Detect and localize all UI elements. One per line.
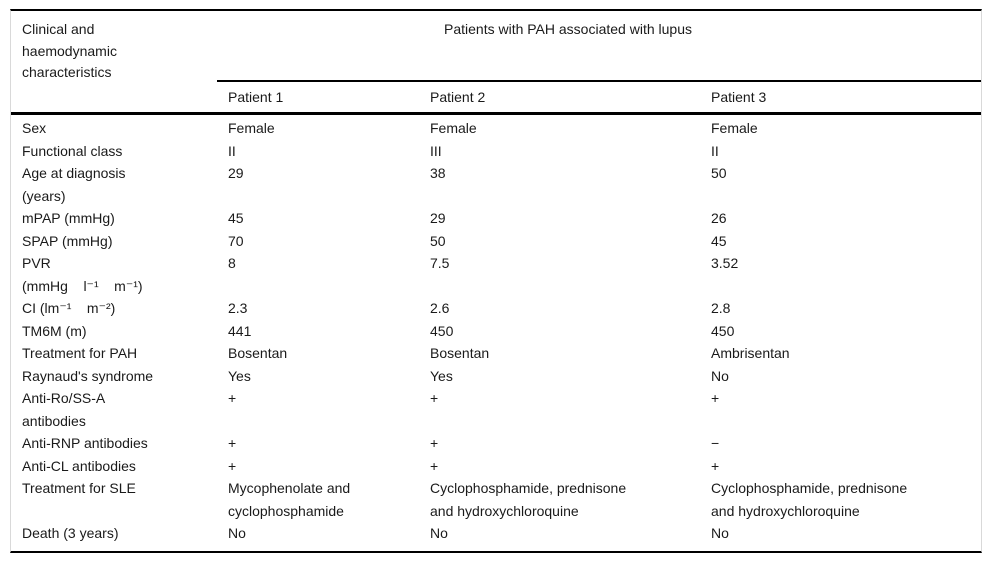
table-row-functional-class: Functional class II III II [11,140,981,163]
cell-value: Female [228,120,275,136]
cell-value: + [228,390,237,406]
cell-value: 50 [430,232,446,249]
cell-value: + [430,457,439,474]
cell-value: + [711,390,720,406]
row-label: mPAP (mmHg) [22,210,115,226]
cell-value: Mycophenolate and cyclophosphamide [228,480,351,519]
cell-value: Bosentan [430,345,490,361]
cell-value: II [711,142,719,159]
table-row-age-at-diagnosis: Age at diagnosis (years) 29 38 50 [11,162,981,207]
cell-value: Yes [228,367,251,384]
header-body-divider [11,112,981,115]
cell-value: 2.6 [430,300,450,316]
row-label: Treatment for SLE [22,480,136,496]
cell-value: No [430,525,448,541]
table-row-treatment-sle: Treatment for SLE Mycophenolate and cycl… [11,477,981,522]
cell-value: II [228,142,236,159]
cell-value: 2.8 [711,300,731,316]
table-row-raynauds: Raynaud's syndrome Yes Yes No [11,365,981,388]
column-header-patient-1: Patient 1 [228,89,284,105]
cell-value: 7.5 [430,255,450,271]
cell-value: 441 [228,322,252,339]
cell-value: + [430,390,439,406]
spanner-cell: Patients with PAH associated with lupus [217,11,981,82]
cell-value: 45 [228,210,244,226]
cell-value: + [711,457,720,474]
row-label: Functional class [22,142,123,159]
row-label: Sex [22,120,47,136]
cell-value: No [711,525,729,541]
cell-value: No [711,367,729,384]
table-row-tm6m: TM6M (m) 441 450 450 [11,320,981,343]
cell-value: + [430,435,439,451]
cell-value: Female [430,120,477,136]
cell-value: 29 [228,165,244,181]
table-row-anti-cl: Anti-CL antibodies + + + [11,455,981,478]
row-label: SPAP (mmHg) [22,232,113,249]
cell-value: 26 [711,210,727,226]
column-header-patient-3: Patient 3 [711,89,767,105]
cell-value: Ambrisentan [711,345,790,361]
table-row-anti-rnp: Anti-RNP antibodies + + − [11,432,981,455]
row-label: Age at diagnosis (years) [22,165,126,204]
column-header-patient-2: Patient 2 [430,89,486,105]
cell-value: 2.3 [228,300,248,316]
cell-value: 29 [430,210,446,226]
spanner-title: Patients with PAH associated with lupus [444,21,692,37]
cell-value: 450 [430,322,454,339]
row-label: PVR (mmHg l⁻¹ m⁻¹) [22,255,143,294]
row-label: CI (lm⁻¹ m⁻²) [22,300,116,316]
table-row-death: Death (3 years) No No No [11,522,981,545]
cell-value: No [228,525,246,541]
cell-value: Cyclophosphamide, prednisone and hydroxy… [711,480,908,519]
row-label: TM6M (m) [22,322,87,339]
patient-columns-header: Patients with PAH associated with lupus … [217,11,981,112]
cell-value: 50 [711,165,727,181]
row-label: Treatment for PAH [22,345,138,361]
cell-value: 38 [430,165,446,181]
cell-value: + [228,457,237,474]
cell-value: + [228,435,237,451]
table-row-spap: SPAP (mmHg) 70 50 45 [11,230,981,253]
cell-value: Bosentan [228,345,288,361]
corner-header: Clinical and haemodynamic characteristic… [22,21,117,80]
cell-value: 45 [711,232,727,249]
table-row-mpap: mPAP (mmHg) 45 29 26 [11,207,981,230]
row-label: Anti-CL antibodies [22,457,136,474]
table-row-sex: Sex Female Female Female [11,117,981,140]
row-label: Anti-RNP antibodies [22,435,148,451]
row-label: Death (3 years) [22,525,119,541]
table-row-anti-ro: Anti-Ro/SS-A antibodies + + + [11,387,981,432]
cell-value: Yes [430,367,453,384]
cell-value: 450 [711,322,735,339]
table-row-pvr: PVR (mmHg l⁻¹ m⁻¹) 8 7.5 3.52 [11,252,981,297]
table-body: Sex Female Female Female Functional clas… [11,115,981,551]
cell-value: Cyclophosphamide, prednisone and hydroxy… [430,480,627,519]
cell-value: 3.52 [711,255,739,271]
table-header: Clinical and haemodynamic characteristic… [11,11,981,112]
patient-header-row: Patient 1 Patient 2 Patient 3 [217,82,981,112]
row-label: Anti-Ro/SS-A antibodies [22,390,106,429]
table-row-treatment-pah: Treatment for PAH Bosentan Bosentan Ambr… [11,342,981,365]
cell-value: III [430,142,442,159]
clinical-characteristics-table: Clinical and haemodynamic characteristic… [10,9,982,553]
row-label: Raynaud's syndrome [22,367,154,384]
cell-value: − [711,435,720,451]
table-row-ci: CI (lm⁻¹ m⁻²) 2.3 2.6 2.8 [11,297,981,320]
cell-value: Female [711,120,758,136]
cell-value: 8 [228,255,236,271]
cell-value: 70 [228,232,244,249]
